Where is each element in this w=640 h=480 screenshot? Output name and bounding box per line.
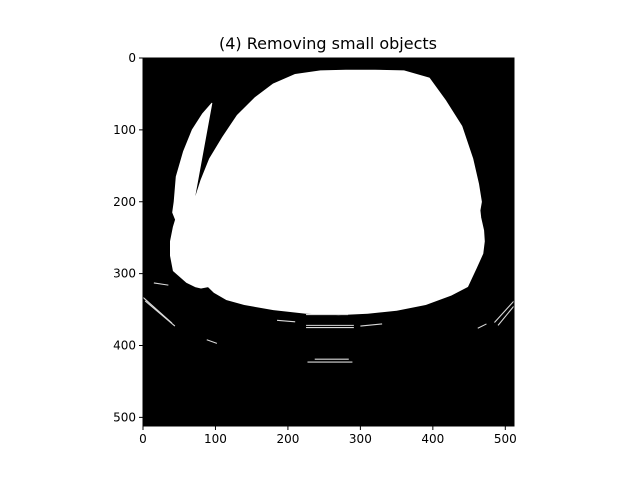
edge-segment — [360, 323, 383, 327]
edge-segment — [153, 282, 169, 286]
y-axis: 0 100 200 300 400 500 — [113, 51, 143, 424]
y-tick-label: 400 — [113, 339, 136, 353]
x-tick-label: 400 — [421, 432, 444, 446]
edge-segment — [277, 319, 296, 323]
x-tick-label: 0 — [139, 432, 147, 446]
edge-segment — [494, 300, 515, 323]
y-tick-label: 100 — [113, 123, 136, 137]
x-axis: 0 100 200 300 400 500 — [139, 426, 517, 446]
y-tick-label: 500 — [113, 410, 136, 424]
x-tick-label: 200 — [276, 432, 299, 446]
image-plot-area — [142, 57, 515, 427]
x-tick-label: 500 — [494, 432, 517, 446]
x-tick-label: 100 — [204, 432, 227, 446]
edge-segment — [144, 300, 176, 327]
y-tick-label: 300 — [113, 267, 136, 281]
chart-title: (4) Removing small objects — [219, 34, 437, 53]
edge-segment — [206, 339, 218, 344]
y-tick-label: 200 — [113, 195, 136, 209]
edge-segment — [497, 305, 515, 326]
body-mask-region — [170, 69, 485, 316]
x-tick-label: 300 — [349, 432, 372, 446]
axes-frame — [142, 57, 515, 427]
edge-segment — [477, 323, 487, 329]
y-tick-label: 0 — [128, 51, 136, 65]
